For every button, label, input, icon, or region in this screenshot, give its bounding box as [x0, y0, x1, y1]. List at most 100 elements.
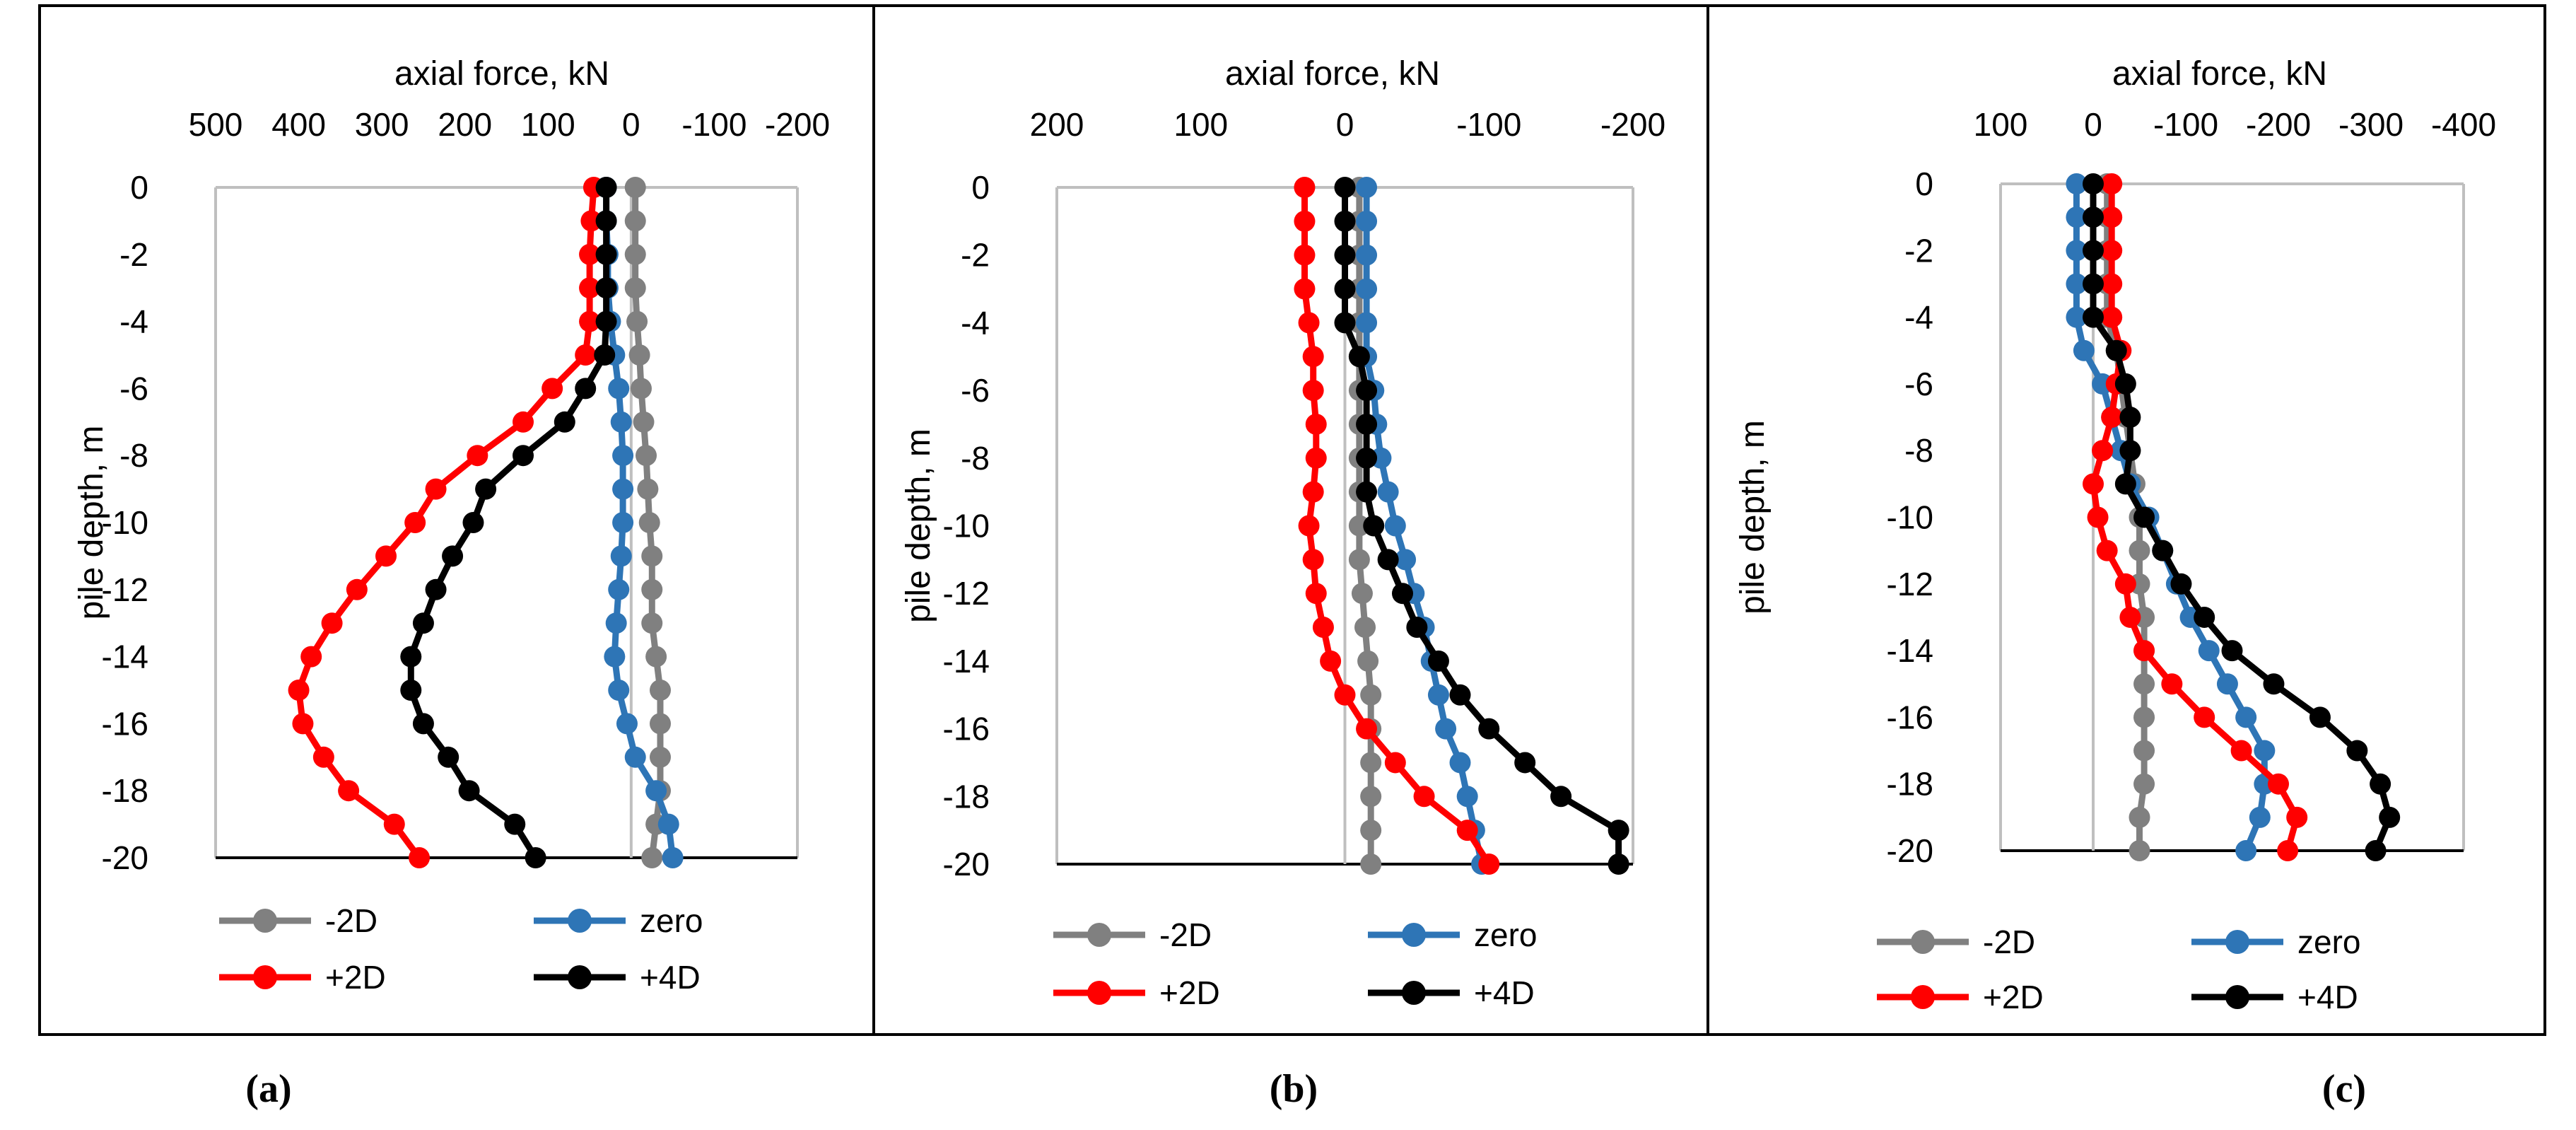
data-point-4d-c — [2346, 740, 2368, 762]
legend-swatch-marker-2d-c — [1911, 985, 1935, 1009]
data-point-4d-c — [2370, 773, 2391, 795]
data-point-zero-c — [2066, 240, 2088, 262]
data-point-2d-c — [2133, 673, 2155, 695]
data-point-4d-c — [2114, 473, 2136, 495]
data-point-2d-b — [1456, 820, 1478, 841]
data-point-zero-a — [610, 545, 632, 567]
data-point-2d-a — [645, 646, 667, 668]
data-point-zero-b — [1356, 177, 1378, 198]
data-point-zero-b — [1384, 515, 1406, 537]
data-point-4d-a — [513, 445, 534, 467]
x-tick-label-a: 300 — [355, 106, 409, 143]
y-tick-label-a: -4 — [119, 303, 148, 340]
data-point-2d-a — [637, 478, 659, 500]
legend-label-2d-c: -2D — [1983, 924, 2035, 960]
data-point-2d-c — [2092, 440, 2114, 462]
data-point-2d-a — [346, 578, 368, 600]
y-tick-label-a: -16 — [102, 705, 148, 742]
data-point-4d-b — [1392, 583, 1413, 605]
data-point-2d-c — [2194, 706, 2215, 728]
data-point-4d-c — [2083, 240, 2104, 262]
data-point-2d-a — [624, 277, 646, 299]
data-point-zero-b — [1356, 278, 1378, 300]
data-point-2d-b — [1356, 718, 1378, 740]
data-point-2d-a — [288, 680, 310, 701]
data-point-2d-c — [2101, 407, 2123, 429]
y-tick-label-b: 0 — [971, 169, 990, 206]
data-point-zero-a — [657, 813, 679, 835]
data-point-2d-a — [541, 378, 563, 400]
data-point-2d-a — [383, 813, 405, 835]
data-point-2d-c — [2133, 740, 2155, 762]
y-axis-title-c: pile depth, m — [1734, 420, 1772, 614]
y-tick-label-b: -6 — [961, 372, 990, 409]
data-point-2d-a — [628, 344, 650, 366]
legend-swatch-marker-4d-b — [1402, 981, 1426, 1005]
y-tick-label-b: -10 — [943, 508, 990, 544]
legend-label-2d-c: +2D — [1983, 979, 2044, 1015]
data-point-4d-a — [595, 177, 617, 198]
data-point-4d-a — [458, 780, 480, 802]
y-tick-label-c: -14 — [1887, 632, 1933, 669]
data-point-2d-a — [633, 411, 655, 433]
data-point-2d-c — [2119, 606, 2141, 628]
data-point-4d-c — [2083, 173, 2104, 194]
legend-label-zero-c: zero — [2297, 924, 2360, 960]
data-point-zero-c — [2066, 173, 2088, 194]
data-point-4d-a — [462, 512, 484, 533]
data-point-2d-c — [2114, 573, 2136, 595]
x-tick-label-c: -100 — [2153, 106, 2218, 143]
data-point-4d-b — [1363, 515, 1385, 537]
data-point-2d-a — [650, 713, 672, 735]
data-point-2d-a — [579, 277, 601, 299]
data-point-2d-c — [2268, 773, 2289, 795]
data-point-4d-c — [2170, 573, 2192, 595]
data-point-2d-c — [2286, 806, 2308, 828]
y-tick-label-c: -12 — [1887, 566, 1933, 602]
data-point-2d-b — [1354, 617, 1376, 639]
x-axis-title-a: axial force, kN — [394, 55, 609, 93]
data-point-4d-a — [412, 713, 434, 735]
data-point-zero-c — [2216, 673, 2238, 695]
data-point-zero-b — [1356, 244, 1378, 266]
chart-panel-b: 200 100 0 -100 -200 0 -2 -4 -6 -8 -10 -12 -14 -16 -18 -… — [900, 55, 1665, 1011]
y-axis-title-b: pile depth, m — [900, 429, 937, 623]
x-tick-label-c: -200 — [2246, 106, 2311, 143]
data-point-zero-a — [662, 847, 684, 868]
legend-swatch-marker-2d-a — [253, 909, 277, 933]
x-tick-label-a: 0 — [622, 106, 640, 143]
x-tick-label-a: -200 — [765, 106, 830, 143]
data-point-4d-a — [594, 344, 616, 366]
data-point-4d-b — [1334, 312, 1356, 334]
data-point-2d-a — [321, 612, 343, 634]
data-point-zero-c — [2235, 840, 2257, 861]
data-point-zero-c — [2066, 206, 2088, 228]
data-point-2d-a — [580, 210, 602, 232]
data-point-4d-a — [412, 612, 434, 634]
data-point-zero-c — [2249, 806, 2271, 828]
legend-swatch-marker-4d-c — [2225, 985, 2249, 1009]
x-tick-label-a: 500 — [189, 106, 243, 143]
x-tick-label-a: -100 — [681, 106, 747, 143]
data-point-2d-b — [1302, 481, 1324, 503]
data-point-2d-c — [2230, 740, 2252, 762]
data-point-2d-a — [624, 177, 646, 198]
data-point-4d-b — [1334, 278, 1356, 300]
x-tick-label-a: 200 — [438, 106, 492, 143]
data-point-2d-a — [425, 478, 447, 500]
data-point-2d-a — [624, 210, 646, 232]
data-point-2d-b — [1305, 447, 1327, 469]
data-point-zero-a — [616, 713, 638, 735]
data-point-zero-a — [645, 780, 667, 802]
legend-swatch-marker-zero-a — [568, 909, 592, 933]
x-axis-title-b: axial force, kN — [1225, 55, 1440, 93]
legend-swatch-marker-2d-a — [253, 965, 277, 989]
data-point-zero-c — [2066, 273, 2088, 295]
data-point-4d-b — [1449, 684, 1471, 706]
data-point-zero-c — [2198, 640, 2220, 662]
data-point-4d-c — [2309, 706, 2331, 728]
data-point-zero-a — [604, 646, 626, 668]
x-tick-label-b: 200 — [1030, 106, 1084, 143]
data-point-4d-a — [504, 813, 526, 835]
data-point-2d-b — [1302, 380, 1324, 402]
